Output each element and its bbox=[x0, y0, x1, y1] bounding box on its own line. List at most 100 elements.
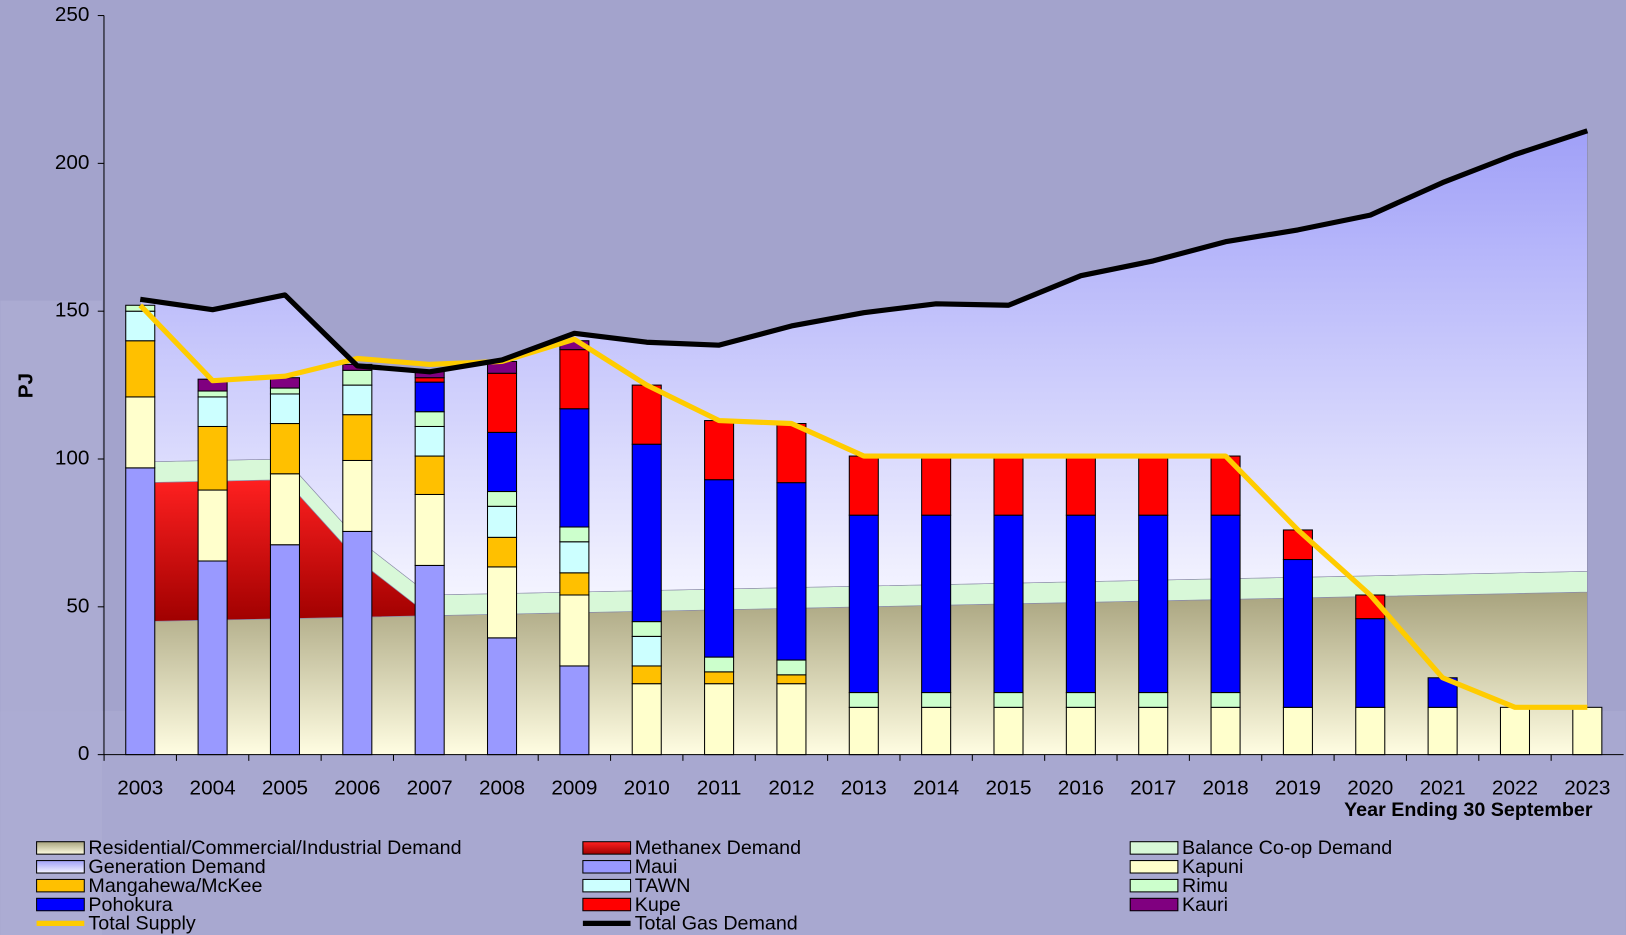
legend-label: Mangahewa/McKee bbox=[88, 875, 262, 897]
legend-label: Methanex Demand bbox=[635, 837, 801, 859]
x-tick-label: 2011 bbox=[697, 776, 742, 799]
legend-swatch bbox=[582, 841, 632, 855]
bar-segment bbox=[631, 443, 662, 623]
x-tick-label: 2019 bbox=[1275, 776, 1321, 799]
x-tick-label: 2022 bbox=[1492, 776, 1538, 799]
bar-segment bbox=[1282, 558, 1313, 708]
bar-segment bbox=[125, 340, 156, 398]
legend-label: Generation Demand bbox=[88, 856, 265, 878]
bar-segment bbox=[486, 566, 518, 639]
x-tick-label: 2021 bbox=[1420, 776, 1466, 799]
legend-label: Rimu bbox=[1182, 875, 1228, 897]
legend-swatch bbox=[1129, 878, 1179, 893]
bar-segment bbox=[342, 414, 373, 461]
x-axis-label: Year Ending 30 September bbox=[1344, 799, 1593, 821]
bar-segment bbox=[1355, 618, 1386, 708]
x-tick-label: 2006 bbox=[334, 776, 380, 799]
x-tick-label: 2009 bbox=[551, 776, 597, 799]
bar-segment bbox=[342, 530, 373, 756]
bar-segment bbox=[342, 459, 373, 532]
bar-segment bbox=[342, 369, 373, 386]
legend-swatch bbox=[36, 897, 85, 912]
bar-segment bbox=[704, 683, 735, 756]
bar-segment bbox=[486, 536, 518, 568]
x-tick-label: 2004 bbox=[190, 776, 236, 799]
bar-segment bbox=[1065, 514, 1096, 694]
bar-segment bbox=[559, 665, 590, 756]
bar-segment bbox=[269, 393, 300, 425]
bar-segment bbox=[486, 637, 518, 756]
x-tick-label: 2007 bbox=[407, 776, 453, 799]
legend-swatch bbox=[582, 897, 632, 912]
bar-segment bbox=[631, 665, 662, 685]
bar-segment bbox=[776, 683, 807, 756]
bar-segment bbox=[993, 692, 1024, 708]
bar-segment bbox=[921, 455, 952, 516]
bar-segment bbox=[1499, 706, 1531, 756]
x-tick-label: 2018 bbox=[1203, 776, 1249, 799]
bar-segment bbox=[486, 505, 518, 538]
bar-segment bbox=[559, 594, 590, 667]
x-tick-label: 2016 bbox=[1058, 776, 1104, 799]
bar-segment bbox=[1210, 692, 1241, 708]
bar-segment bbox=[921, 514, 952, 694]
bar-segment bbox=[631, 635, 662, 667]
bar-segment bbox=[1065, 706, 1096, 756]
legend-label: Total Gas Demand bbox=[635, 913, 798, 935]
legend-label: Kauri bbox=[1182, 894, 1228, 916]
bar-segment bbox=[559, 541, 590, 574]
x-tick-label: 2003 bbox=[117, 776, 163, 799]
legend-swatch bbox=[1129, 860, 1179, 874]
bar-segment bbox=[1355, 706, 1386, 756]
bar-segment bbox=[848, 692, 879, 708]
bar-segment bbox=[848, 455, 879, 516]
bar-segment bbox=[197, 489, 228, 562]
bar-segment bbox=[125, 396, 156, 469]
bar-segment bbox=[197, 560, 228, 756]
y-tick-label: 100 bbox=[55, 446, 90, 469]
line bbox=[138, 303, 1588, 710]
bar-segment bbox=[125, 467, 156, 756]
bar-segment bbox=[921, 706, 952, 756]
x-tick-label: 2020 bbox=[1347, 776, 1393, 799]
legend-label: Pohokura bbox=[88, 894, 172, 916]
legend-swatch bbox=[1129, 897, 1179, 912]
bar-segment bbox=[1065, 692, 1096, 708]
bar-segment bbox=[414, 377, 445, 383]
legend-swatch bbox=[36, 878, 85, 893]
bar-segment bbox=[993, 455, 1024, 516]
bar-segment bbox=[1210, 706, 1241, 756]
bar-segment bbox=[921, 692, 952, 708]
bar-segment bbox=[269, 387, 300, 395]
y-tick-label: 0 bbox=[78, 742, 90, 765]
bar-segment bbox=[631, 683, 662, 756]
bar-segment bbox=[414, 381, 445, 413]
x-tick-label: 2012 bbox=[768, 776, 814, 799]
bar-segment bbox=[631, 384, 662, 445]
bar-segment bbox=[776, 482, 807, 661]
bar-segment bbox=[486, 372, 518, 433]
bar-segment bbox=[197, 390, 228, 398]
bar-segment bbox=[993, 706, 1024, 756]
y-tick-label: 250 bbox=[55, 3, 90, 26]
bar-segment bbox=[197, 396, 228, 427]
x-tick-label: 2015 bbox=[985, 776, 1031, 799]
legend-label: Kupe bbox=[635, 894, 681, 916]
x-tick-label: 2010 bbox=[624, 776, 670, 799]
legend-label: TAWN bbox=[635, 875, 691, 897]
bar-segment bbox=[269, 423, 300, 475]
bar-segment bbox=[1138, 514, 1169, 694]
legend-label: Maui bbox=[635, 856, 678, 878]
bar-segment bbox=[269, 544, 300, 756]
x-tick-label: 2005 bbox=[262, 776, 308, 799]
bar-segment bbox=[1065, 455, 1096, 516]
x-tick-label: 2008 bbox=[479, 776, 525, 799]
bar-segment bbox=[704, 656, 735, 673]
bar-segment bbox=[704, 420, 735, 481]
legend-label: Kapuni bbox=[1182, 856, 1243, 878]
bar-segment bbox=[776, 674, 807, 685]
bar-segment bbox=[269, 473, 300, 546]
bar-segment bbox=[993, 514, 1024, 694]
bar-segment bbox=[704, 479, 735, 658]
